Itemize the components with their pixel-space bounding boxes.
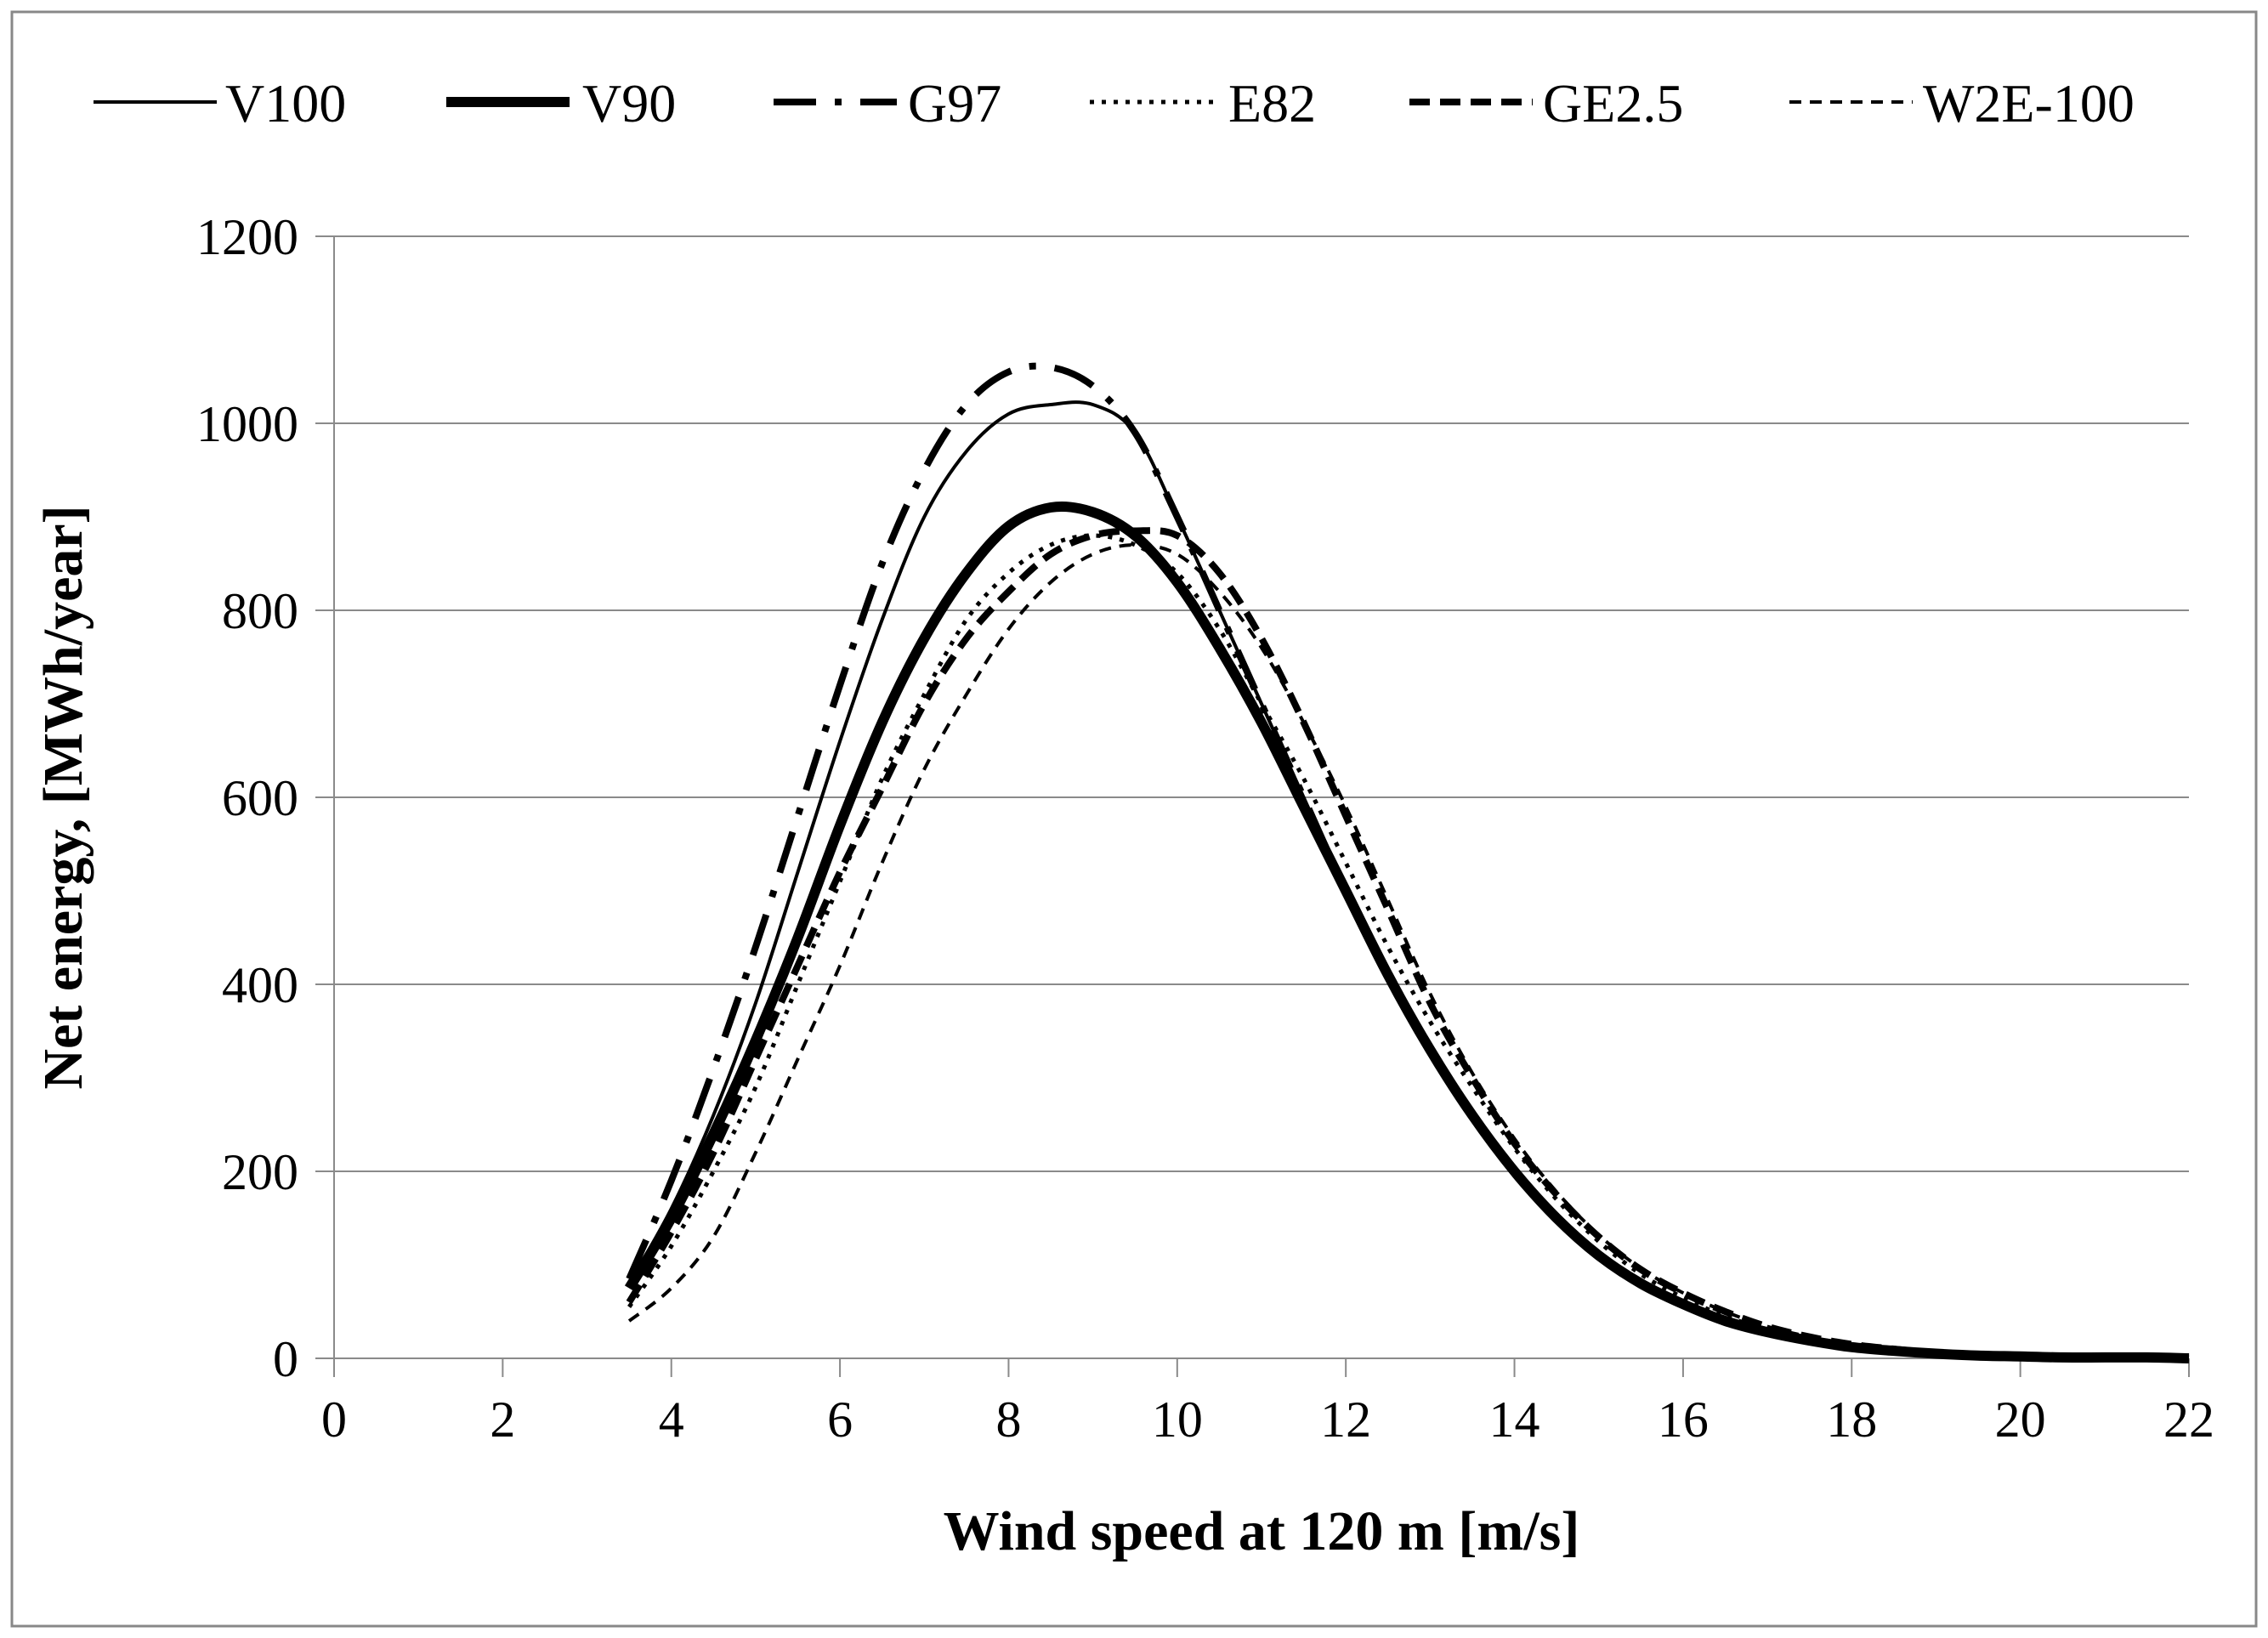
x-tick-label: 2 (490, 1391, 515, 1448)
y-tick-label: 400 (222, 957, 298, 1013)
legend-label: GE2.5 (1543, 73, 1683, 133)
x-tick-label: 6 (827, 1391, 853, 1448)
legend-label: W2E-100 (1923, 73, 2135, 133)
series-layer (624, 362, 2190, 1363)
y-tick-label: 1200 (196, 209, 298, 265)
x-tick-label: 16 (1658, 1391, 1709, 1448)
y-tick-label: 600 (222, 770, 298, 826)
x-tick-label: 0 (321, 1391, 347, 1448)
x-tick-label: 18 (1826, 1391, 1877, 1448)
y-tick-label: 1000 (196, 396, 298, 452)
x-axis-title: Wind speed at 120 m [m/s] (944, 1500, 1580, 1562)
x-tick-label: 20 (1995, 1391, 2046, 1448)
legend-label: V90 (582, 73, 676, 133)
series-line-w2e-100 (627, 543, 2190, 1360)
y-tick-label: 200 (222, 1144, 298, 1200)
x-tick-label: 4 (659, 1391, 684, 1448)
chart-frame (10, 10, 2258, 1628)
x-tick-label: 8 (995, 1391, 1021, 1448)
x-tick-label: 10 (1152, 1391, 1203, 1448)
series-line-g97 (626, 362, 2190, 1362)
gridlines (334, 235, 2189, 1172)
x-tick-label: 12 (1320, 1391, 1371, 1448)
x-axis-ticks: 0 2 4 6 8 10 12 14 16 18 20 22 (321, 1358, 2214, 1448)
y-tick-label: 0 (273, 1331, 298, 1387)
y-axis-title: Net energy, [MWh/year] (32, 505, 94, 1089)
y-axis-ticks: 0 200 400 600 800 1000 1200 (196, 209, 334, 1387)
y-tick-label: 800 (222, 583, 298, 639)
legend-label: V100 (225, 73, 346, 133)
legend-label: E82 (1228, 73, 1316, 133)
legend: V100 V90 G97 E82 GE2.5 W2E-100 (94, 73, 2135, 133)
legend-label: G97 (908, 73, 1001, 133)
x-tick-label: 22 (2163, 1391, 2214, 1448)
x-tick-label: 14 (1489, 1391, 1540, 1448)
